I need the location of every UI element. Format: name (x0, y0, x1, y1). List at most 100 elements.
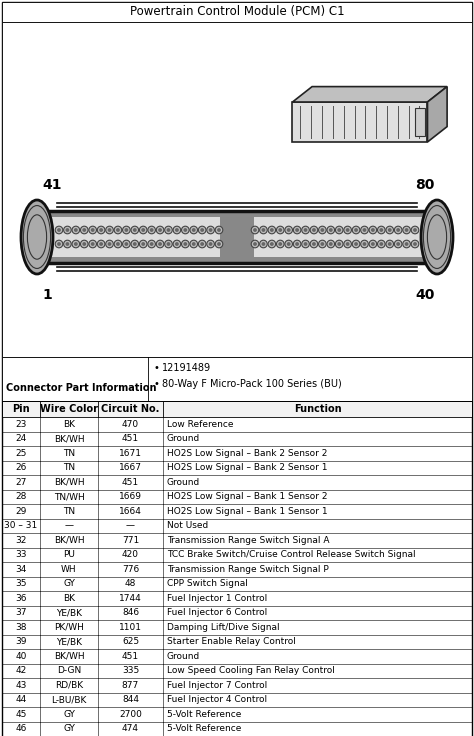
Circle shape (372, 243, 374, 245)
Circle shape (139, 226, 147, 234)
Circle shape (81, 240, 88, 248)
Text: GY: GY (63, 724, 75, 733)
Text: 23: 23 (15, 420, 27, 429)
Text: L-BU/BK: L-BU/BK (51, 696, 87, 704)
Circle shape (123, 226, 130, 234)
Text: 26: 26 (15, 463, 27, 473)
Text: 1667: 1667 (119, 463, 142, 473)
Circle shape (338, 229, 340, 231)
Text: YE/BK: YE/BK (56, 608, 82, 618)
Circle shape (184, 243, 186, 245)
Circle shape (310, 240, 318, 248)
Text: 45: 45 (15, 710, 27, 719)
Circle shape (394, 226, 402, 234)
Text: 1: 1 (42, 288, 52, 302)
Text: 35: 35 (15, 579, 27, 588)
Circle shape (403, 240, 410, 248)
Circle shape (397, 243, 400, 245)
Circle shape (190, 226, 198, 234)
Text: 38: 38 (15, 623, 27, 631)
Text: Fuel Injector 1 Control: Fuel Injector 1 Control (167, 594, 267, 603)
Text: 451: 451 (122, 478, 139, 486)
Text: WH: WH (61, 565, 77, 574)
Bar (416, 108, 426, 136)
Text: Powertrain Control Module (PCM) C1: Powertrain Control Module (PCM) C1 (130, 5, 344, 18)
Text: 44: 44 (15, 696, 27, 704)
Circle shape (336, 240, 343, 248)
Circle shape (327, 226, 335, 234)
Text: Low Speed Cooling Fan Relay Control: Low Speed Cooling Fan Relay Control (167, 666, 335, 675)
Circle shape (336, 226, 343, 234)
Circle shape (285, 226, 292, 234)
Text: 48: 48 (125, 579, 136, 588)
Circle shape (260, 226, 267, 234)
Circle shape (380, 243, 383, 245)
Circle shape (377, 240, 385, 248)
Bar (2, 357, 472, 401)
Circle shape (83, 243, 85, 245)
Circle shape (176, 229, 178, 231)
Text: 25: 25 (15, 449, 27, 458)
Circle shape (156, 226, 164, 234)
Circle shape (321, 243, 324, 245)
Text: 420: 420 (122, 551, 139, 559)
Text: •: • (154, 379, 160, 389)
Text: 29: 29 (15, 507, 27, 516)
Text: 2700: 2700 (119, 710, 142, 719)
Text: TN: TN (63, 449, 75, 458)
Text: BK/WH: BK/WH (54, 434, 84, 443)
Text: TN: TN (63, 463, 75, 473)
Circle shape (106, 240, 113, 248)
Text: 474: 474 (122, 724, 139, 733)
Text: Ground: Ground (167, 478, 200, 486)
Circle shape (313, 243, 315, 245)
Circle shape (198, 240, 206, 248)
Text: Ground: Ground (167, 434, 200, 443)
Circle shape (100, 243, 102, 245)
Circle shape (218, 229, 220, 231)
Circle shape (372, 229, 374, 231)
Circle shape (58, 243, 60, 245)
Circle shape (192, 243, 195, 245)
Text: 12191489: 12191489 (162, 363, 211, 373)
Circle shape (369, 226, 377, 234)
Circle shape (276, 226, 284, 234)
Text: TN/WH: TN/WH (54, 492, 84, 501)
Circle shape (268, 240, 276, 248)
Circle shape (123, 240, 130, 248)
Circle shape (285, 240, 292, 248)
Text: HO2S Low Signal – Bank 1 Sensor 1: HO2S Low Signal – Bank 1 Sensor 1 (167, 507, 328, 516)
Text: Pin: Pin (12, 404, 30, 414)
Circle shape (276, 240, 284, 248)
Circle shape (142, 243, 145, 245)
Text: 30 – 31: 30 – 31 (4, 521, 37, 530)
Text: 43: 43 (15, 681, 27, 690)
Circle shape (150, 243, 153, 245)
Circle shape (319, 240, 326, 248)
Circle shape (355, 229, 357, 231)
Text: 470: 470 (122, 420, 139, 429)
Text: RD/BK: RD/BK (55, 681, 83, 690)
Text: BK/WH: BK/WH (54, 536, 84, 545)
Text: PK/WH: PK/WH (54, 623, 84, 631)
Circle shape (55, 226, 63, 234)
Text: 40: 40 (415, 288, 434, 302)
Text: 36: 36 (15, 594, 27, 603)
Circle shape (207, 240, 214, 248)
Circle shape (279, 229, 282, 231)
Circle shape (394, 240, 402, 248)
Circle shape (293, 240, 301, 248)
Circle shape (279, 243, 282, 245)
Text: 1669: 1669 (119, 492, 142, 501)
Text: 28: 28 (15, 492, 27, 501)
Circle shape (109, 229, 111, 231)
Circle shape (338, 243, 340, 245)
Polygon shape (428, 87, 447, 142)
Circle shape (346, 243, 349, 245)
Circle shape (296, 229, 298, 231)
Text: 80-Way F Micro-Pack 100 Series (BU): 80-Way F Micro-Pack 100 Series (BU) (162, 379, 342, 389)
Circle shape (355, 243, 357, 245)
Circle shape (403, 226, 410, 234)
Circle shape (414, 229, 416, 231)
Text: 37: 37 (15, 608, 27, 618)
